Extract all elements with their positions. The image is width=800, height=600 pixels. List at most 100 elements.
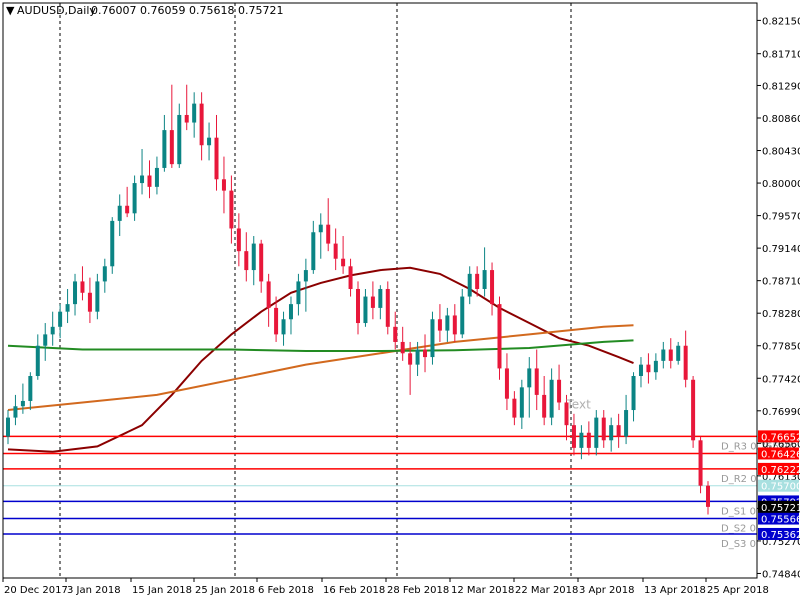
bid-price-tag: 0.75700: [761, 482, 800, 493]
candle-body: [408, 353, 413, 365]
candle-body: [363, 296, 368, 324]
level-price-tag: 0.75362: [761, 530, 800, 541]
candle-body: [638, 364, 643, 376]
time-tick-label: 3 Apr 2018: [579, 585, 634, 596]
candle-body: [244, 251, 249, 271]
candle-body: [706, 485, 710, 507]
candle-body: [296, 281, 301, 305]
candle-body: [668, 349, 673, 361]
time-tick-label: 25 Jan 2018: [195, 585, 255, 596]
candle-body: [80, 281, 85, 293]
candle-body: [288, 304, 293, 320]
candle-body: [661, 349, 666, 361]
candle-body: [311, 232, 316, 271]
level-price-tag: 0.76652: [761, 432, 800, 443]
candle-body: [460, 296, 465, 335]
candle-body: [140, 175, 145, 184]
candle-body: [303, 270, 308, 282]
candle-body: [117, 205, 122, 221]
candle-body: [564, 402, 569, 426]
candle-body: [236, 228, 241, 252]
candle-body: [318, 224, 323, 233]
price-tick-label: 0.75270: [762, 537, 800, 548]
candle-body: [609, 425, 614, 441]
time-tick-label: 22 Mar 2018: [515, 585, 578, 596]
current-price-tag: 0.75721: [761, 503, 800, 514]
price-tick-label: 0.80860: [762, 114, 800, 125]
price-tick-label: 0.78710: [762, 277, 800, 288]
moving-average-line: [7, 324, 634, 411]
price-tick-label: 0.76560: [762, 439, 800, 450]
candle-body: [653, 360, 658, 373]
candle-body: [452, 315, 457, 335]
candle-body: [430, 319, 435, 358]
candle-body: [199, 103, 204, 146]
candle-body: [259, 243, 264, 282]
current-price-tag-bg: [758, 500, 799, 513]
time-tick-label: 3 Jan 2018: [67, 585, 121, 596]
candle-body: [184, 114, 189, 123]
time-axis: 20 Dec 2017 3 Jan 2018 15 Jan 2018 25 Jan 2…: [2, 578, 769, 596]
candle-body: [35, 345, 40, 376]
price-tick-label: 0.76130: [762, 472, 800, 483]
candle-body: [154, 167, 159, 187]
candle-body: [400, 341, 405, 354]
annotations: Text: [566, 398, 592, 412]
level-label: D_S2 0: [721, 524, 756, 535]
price-tick-label: 0.78280: [762, 309, 800, 320]
candle-body: [341, 258, 346, 267]
candle-body: [370, 296, 375, 308]
candle-body: [646, 364, 651, 373]
level-price-tag: 0.76426: [761, 449, 800, 460]
candle-body: [147, 175, 152, 187]
level-label: D_R2 0: [721, 474, 757, 485]
time-tick-label: 20 Dec 2017: [4, 585, 68, 596]
price-tick-label: 0.76990: [762, 407, 800, 418]
ohlc-values: 0.76007 0.76059 0.75618 0.75721: [91, 4, 283, 17]
candle-body: [415, 349, 420, 365]
price-tick-label: 0.79570: [762, 212, 800, 223]
candle-body: [214, 137, 219, 180]
candle-body: [579, 432, 584, 448]
moving-average-line: [7, 339, 634, 352]
price-tick-label: 0.77420: [762, 374, 800, 385]
price-tick-label: 0.77850: [762, 342, 800, 353]
candle-body: [28, 375, 33, 401]
candle-body: [281, 319, 286, 335]
time-tick-label: 13 Apr 2018: [644, 585, 706, 596]
time-tick-label: 25 Apr 2018: [707, 585, 769, 596]
candle-body: [125, 205, 130, 214]
candle-body: [557, 379, 562, 403]
price-axis: 0.82150 0.81710 0.81290 0.80860 0.80430 0.800…: [757, 16, 800, 580]
candle-body: [58, 311, 63, 327]
candle-body: [221, 179, 226, 191]
candle-body: [6, 417, 10, 437]
candle-body: [534, 368, 539, 395]
candle-body: [50, 326, 55, 335]
candle-body: [110, 220, 115, 267]
candle-body: [423, 349, 428, 358]
candle-body: [549, 379, 554, 418]
candle-body: [504, 368, 509, 399]
candle-body: [586, 432, 591, 448]
candle-body: [95, 281, 100, 312]
price-tick-label: 0.74840: [762, 569, 800, 580]
symbol-icon: ▼: [6, 4, 15, 17]
candle-body: [87, 292, 92, 312]
candle-body: [467, 273, 472, 297]
candle-body: [497, 304, 502, 369]
candle-body: [169, 130, 174, 165]
candle-body: [437, 319, 442, 331]
candle-body: [683, 345, 688, 380]
candle-body: [177, 114, 182, 165]
level-price-tag-bg: [758, 447, 799, 460]
pivot-levels: D_R3 0.76530 D_R2 0 D_S1 0 D_S2 0 D_S3 0: [3, 435, 792, 550]
candle-body: [482, 270, 487, 289]
candle-body: [601, 417, 606, 441]
candle-body: [192, 103, 197, 123]
candle-body: [132, 183, 137, 214]
time-tick-label: 6 Feb 2018: [258, 585, 314, 596]
candle-body: [326, 224, 331, 244]
